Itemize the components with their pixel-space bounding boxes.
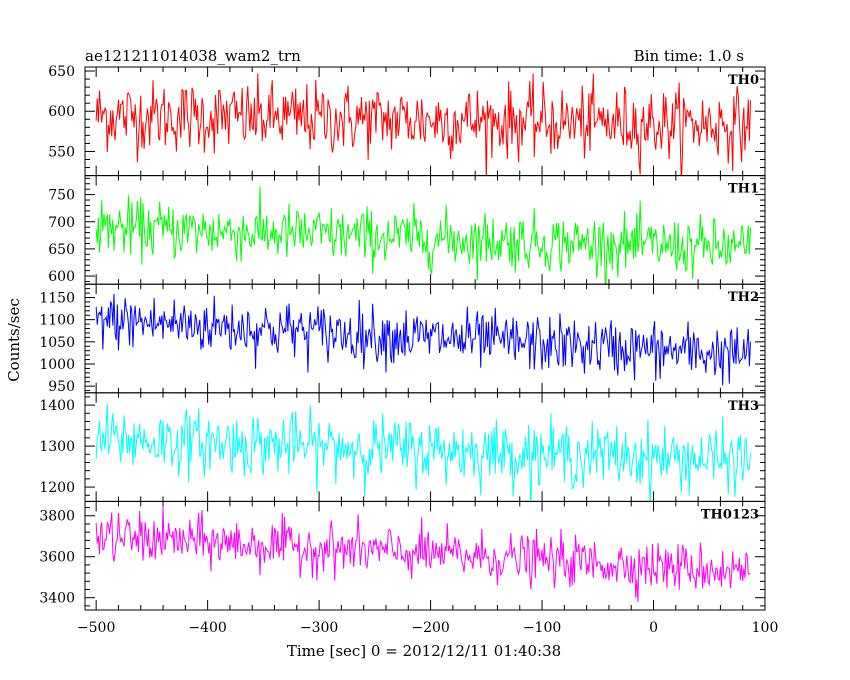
- y-tick-label: 1150: [39, 290, 75, 306]
- y-tick-label: 600: [48, 104, 75, 120]
- series-line-th0: [95, 73, 752, 176]
- x-tick-label: −300: [300, 620, 338, 636]
- y-tick-label: 700: [48, 215, 75, 231]
- x-axis: −500 −400 −300 −200 −100 0 100: [77, 620, 778, 636]
- panel-th1: 600 650 700 750 TH1: [48, 175, 766, 285]
- x-axis-label: Time [sec] 0 = 2012/12/11 01:40:38: [287, 642, 561, 660]
- y-tick-label: 650: [48, 64, 75, 80]
- panel-th0123: 3400 3600 3800 TH0123: [39, 500, 766, 611]
- panel-label-th0: TH0: [728, 73, 759, 88]
- y-tick-label: 1300: [39, 439, 75, 455]
- x-tick-label: −400: [188, 620, 226, 636]
- y-tick-label: 1000: [39, 357, 75, 373]
- panel-frame: [84, 500, 766, 611]
- series-line-th2: [95, 293, 752, 386]
- y-axis-label: Counts/sec: [5, 298, 23, 382]
- panel-label-th0123: TH0123: [701, 507, 759, 522]
- series-line-th1: [95, 186, 752, 285]
- y-tick-label: 600: [48, 269, 75, 285]
- panel-label-th2: TH2: [728, 290, 759, 305]
- x-tick-label: −200: [411, 620, 449, 636]
- x-tick-label: −100: [523, 620, 561, 636]
- y-tick-label: 1100: [39, 313, 75, 329]
- chart-title-right: Bin time: 1.0 s: [634, 47, 744, 65]
- y-tick-label: 3600: [39, 550, 75, 566]
- y-tick-label: 3800: [39, 509, 75, 525]
- x-tick-label: 100: [752, 620, 779, 636]
- series-line-th0123: [95, 506, 751, 603]
- x-tick-label: −500: [77, 620, 115, 636]
- y-tick-label: 1050: [39, 335, 75, 351]
- y-tick-label: 950: [48, 379, 75, 395]
- y-tick-label: 650: [48, 242, 75, 258]
- panel-label-th1: TH1: [728, 182, 759, 197]
- panel-th0: 550 600 650 TH0: [48, 64, 766, 177]
- panel-frame: [84, 392, 766, 502]
- panel-th3: 1200 1300 1400 TH3: [39, 392, 766, 502]
- series-line-th3: [95, 403, 752, 502]
- y-tick-label: 1200: [39, 480, 75, 496]
- panel-label-th3: TH3: [728, 399, 759, 414]
- y-tick-label: 750: [48, 188, 75, 204]
- chart-title-left: ae121211014038_wam2_trn: [85, 47, 301, 65]
- panels-group: 550 600 650 TH0 600 650 700 750 TH1 950 1000 1050 11…: [39, 64, 766, 611]
- x-tick-label: 0: [649, 620, 658, 636]
- panel-th2: 950 1000 1050 1100 1150 TH2: [39, 283, 766, 395]
- y-tick-label: 550: [48, 144, 75, 160]
- y-tick-label: 1400: [39, 398, 75, 414]
- y-tick-label: 3400: [39, 591, 75, 607]
